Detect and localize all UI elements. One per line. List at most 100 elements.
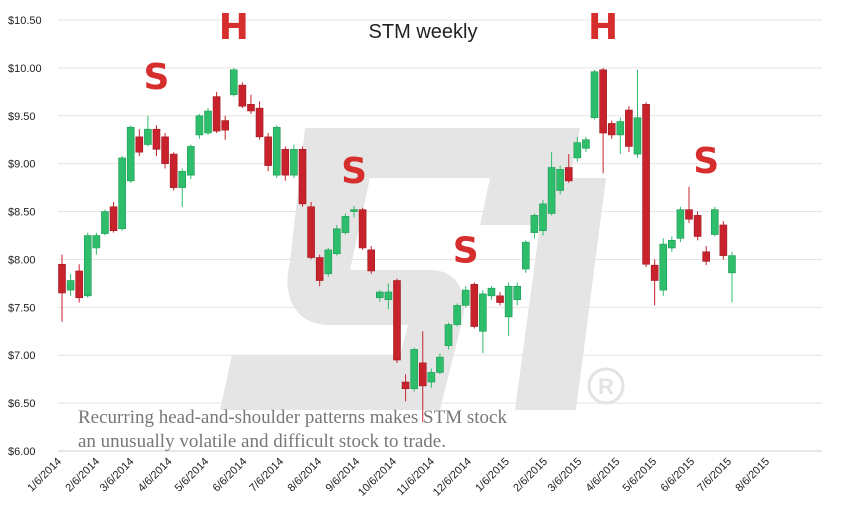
x-tick-label: 8/6/2015 [733,456,772,495]
candle [728,251,736,303]
candle [264,133,272,172]
candle [633,69,642,158]
candle [178,168,187,207]
candle [479,290,487,354]
candle [229,67,238,97]
candle [92,232,101,255]
y-tick-label: $8.50 [8,207,36,219]
candle [410,347,418,392]
candle [118,156,126,231]
candle [513,282,522,306]
candle [281,146,290,181]
candle [461,286,470,308]
candle [212,91,221,134]
x-tick-label: 5/6/2014 [173,456,212,495]
x-tick-label: 4/6/2015 [584,456,623,495]
candle [161,133,169,169]
candle [324,247,333,277]
candle [616,117,625,155]
y-tick-label: $10.50 [8,15,42,27]
candle [101,209,109,236]
candle [315,254,324,287]
candle [152,125,161,157]
x-tick-label: 3/6/2014 [98,456,137,495]
candle [668,236,676,252]
candle [83,232,92,298]
candle [221,115,229,140]
candle [642,102,650,268]
chart-note-line-1: Recurring head-and-shoulder patterns mak… [78,407,507,428]
candle [659,238,668,296]
pattern-marker: S [453,230,479,271]
candle [358,207,367,250]
candle [384,283,393,310]
x-tick-label: 7/6/2014 [247,456,286,495]
y-tick-label: $6.00 [8,446,36,458]
candle [625,106,633,153]
candle [719,221,728,260]
candle [650,259,659,306]
candle [607,120,616,139]
x-tick-label: 4/6/2014 [136,456,175,495]
candle [504,282,513,337]
y-tick-label: $7.00 [8,350,36,362]
candle [341,213,350,235]
candle [298,146,307,207]
x-tick-label: 6/6/2015 [659,456,698,495]
x-tick-label: 8/6/2014 [285,456,324,495]
candle [590,69,599,120]
candle [693,211,702,241]
candle [126,125,135,183]
candle [195,113,204,139]
candle [573,136,582,162]
y-tick-label: $9.00 [8,159,36,171]
candle [238,82,247,109]
pattern-marker: H [588,7,618,48]
candle [453,303,461,327]
candle [556,165,564,195]
x-tick-label: 12/6/2014 [431,456,474,499]
candle [547,152,556,216]
candle [418,331,427,423]
candle [685,186,693,224]
candle [144,115,152,147]
pattern-marker: S [693,141,719,182]
pattern-marker: S [144,57,170,98]
chart-note-line-2: an unusually volatile and difficult stoc… [78,431,446,452]
candle [393,278,401,363]
candle [427,368,436,388]
candle [702,246,710,266]
candle [109,201,118,233]
candle [204,108,212,135]
y-tick-label: $8.00 [8,254,36,266]
pattern-marker: H [219,7,249,48]
candle [599,67,607,174]
pattern-marker: S [341,151,367,192]
candle [367,246,376,274]
x-tick-label: 1/6/2014 [25,456,64,495]
candle [135,129,144,157]
candle [436,353,444,375]
x-tick-label: 10/6/2014 [356,456,399,499]
candle [272,125,281,179]
candle [470,282,479,329]
candle [487,286,496,300]
candle [522,240,530,273]
candle [564,154,573,183]
candle [376,290,384,302]
candle [247,94,255,114]
candle [58,254,66,322]
y-tick-label: $6.50 [8,398,36,410]
svg-text:R: R [598,374,614,399]
candle [66,273,75,296]
x-tick-label: 7/6/2015 [695,456,734,495]
candle [401,374,410,402]
candle [255,101,264,140]
candle [539,200,547,236]
candle [444,322,453,350]
candle [496,292,504,306]
chart-title: STM weekly [369,21,478,43]
candle [290,144,298,179]
x-tick-label: 5/6/2015 [620,456,659,495]
